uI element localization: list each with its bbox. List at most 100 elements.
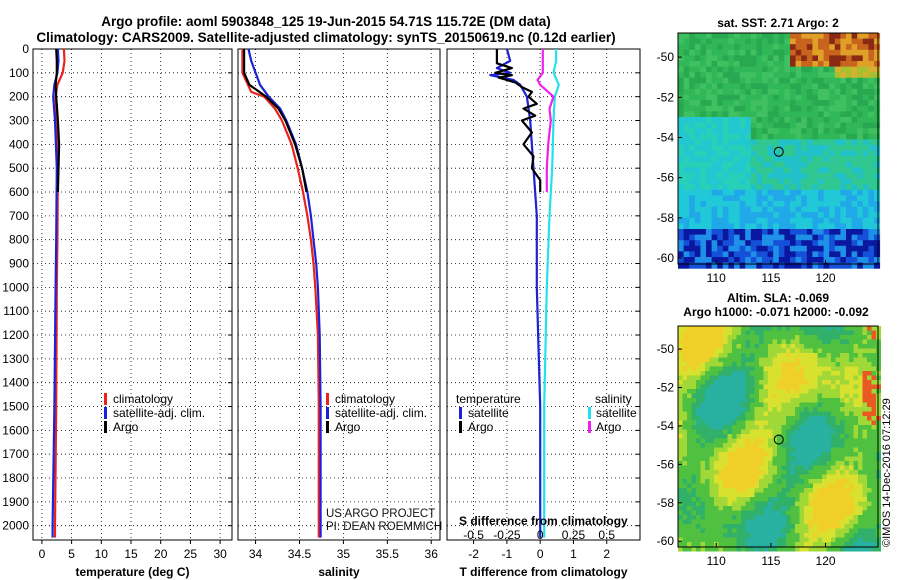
map-cell bbox=[871, 461, 877, 466]
map-cell bbox=[773, 262, 780, 269]
map-cell bbox=[706, 257, 713, 264]
map-cell bbox=[700, 429, 706, 435]
map-cell bbox=[682, 443, 688, 448]
map-cell bbox=[767, 217, 774, 224]
map-cell bbox=[858, 371, 863, 376]
map-cell bbox=[867, 375, 872, 381]
map-cell bbox=[834, 122, 841, 129]
map-cell bbox=[763, 443, 769, 448]
map-cell bbox=[840, 229, 847, 236]
map-cell bbox=[678, 519, 683, 525]
map-cell bbox=[822, 497, 827, 502]
map-cell bbox=[829, 161, 836, 168]
map-cell bbox=[705, 371, 710, 376]
map-cell bbox=[857, 245, 864, 252]
sla-map-title: Altim. SLA: -0.069 bbox=[727, 291, 829, 305]
map-cell bbox=[806, 111, 813, 118]
map-cell bbox=[874, 178, 881, 185]
map-cell bbox=[728, 66, 735, 73]
map-cell bbox=[831, 483, 836, 489]
map-cell bbox=[687, 375, 692, 381]
map-cell bbox=[741, 447, 746, 453]
map-cell bbox=[750, 443, 755, 448]
map-cell bbox=[767, 133, 774, 140]
map-x-tick-label: 120 bbox=[816, 554, 836, 568]
map-cell bbox=[823, 240, 830, 247]
map-cell bbox=[812, 105, 819, 112]
map-cell bbox=[818, 94, 825, 101]
map-cell bbox=[714, 366, 719, 372]
map-cell bbox=[696, 488, 701, 493]
map-cell bbox=[813, 335, 818, 340]
map-cell bbox=[739, 206, 746, 213]
map-cell bbox=[768, 353, 773, 358]
map-cell bbox=[868, 150, 875, 157]
map-cell bbox=[696, 542, 701, 547]
map-cell bbox=[857, 105, 864, 112]
map-cell bbox=[722, 257, 729, 264]
map-cell bbox=[853, 465, 859, 471]
map-cell bbox=[723, 546, 728, 552]
map-cell bbox=[773, 100, 780, 107]
map-cell bbox=[840, 72, 847, 79]
map-cell bbox=[772, 452, 778, 457]
map-cell bbox=[767, 212, 774, 219]
map-cell bbox=[772, 438, 778, 444]
map-cell bbox=[768, 524, 773, 529]
map-cell bbox=[732, 407, 737, 412]
map-cell bbox=[786, 389, 791, 394]
map-cell bbox=[678, 402, 683, 408]
map-cell bbox=[756, 150, 763, 157]
map-cell bbox=[745, 443, 751, 448]
map-cell bbox=[722, 240, 729, 247]
map-cell bbox=[723, 425, 728, 430]
map-cell bbox=[786, 537, 791, 543]
map-cell bbox=[739, 128, 746, 135]
map-cell bbox=[750, 326, 755, 331]
map-cell bbox=[741, 411, 746, 417]
map-cell bbox=[767, 201, 774, 208]
map-cell bbox=[734, 139, 741, 146]
map-cell bbox=[831, 506, 836, 511]
map-cell bbox=[773, 111, 780, 118]
map-cell bbox=[723, 470, 728, 475]
map-cell bbox=[728, 111, 735, 118]
map-cell bbox=[867, 353, 872, 358]
map-cell bbox=[678, 128, 685, 135]
map-cell bbox=[849, 398, 854, 403]
map-cell bbox=[736, 326, 742, 331]
map-cell bbox=[689, 173, 696, 180]
map-cell bbox=[799, 416, 805, 421]
map-cell bbox=[696, 407, 701, 412]
map-cell bbox=[734, 145, 741, 152]
map-cell bbox=[689, 105, 696, 112]
map-cell bbox=[857, 156, 864, 163]
map-cell bbox=[767, 100, 774, 107]
map-cell bbox=[790, 111, 797, 118]
map-cell bbox=[718, 366, 724, 372]
credit-pi: PI: DEAN ROEMMICH bbox=[326, 521, 442, 533]
map-cell bbox=[718, 407, 724, 412]
map-cell bbox=[741, 366, 746, 372]
map-cell bbox=[718, 420, 724, 426]
map-cell bbox=[709, 546, 715, 552]
map-cell bbox=[831, 443, 836, 448]
map-cell bbox=[683, 145, 690, 152]
map-cell bbox=[739, 257, 746, 264]
map-cell bbox=[741, 371, 746, 376]
map-cell bbox=[683, 105, 690, 112]
map-cell bbox=[745, 44, 752, 51]
map-cell bbox=[687, 452, 692, 457]
map-cell bbox=[678, 416, 683, 421]
map-cell bbox=[778, 262, 785, 269]
map-cell bbox=[678, 492, 683, 498]
map-cell bbox=[862, 72, 869, 79]
map-cell bbox=[772, 326, 778, 331]
map-cell bbox=[871, 353, 877, 358]
map-cell bbox=[678, 483, 683, 489]
map-cell bbox=[706, 184, 713, 191]
map-cell bbox=[778, 33, 785, 40]
map-cell bbox=[750, 533, 755, 538]
map-cell bbox=[694, 105, 701, 112]
map-cell bbox=[709, 519, 715, 525]
